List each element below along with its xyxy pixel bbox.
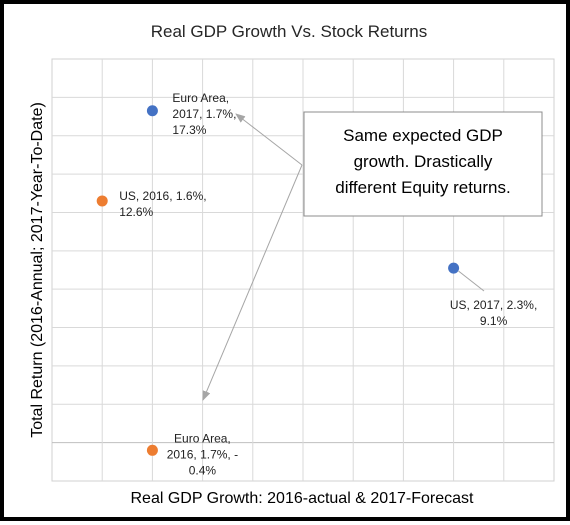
chart-title: Real GDP Growth Vs. Stock Returns <box>151 22 428 41</box>
callout-text: Same expected GDP growth. Drastically diff… <box>335 126 510 197</box>
data-label: Euro Area, 2016, 1.7%, -0.4% <box>167 431 238 477</box>
data-label: US, 2016, 1.6%, 12.6% <box>119 189 206 219</box>
plot-area: Euro Area, 2017, 1.7%, 17.3% US, 2017, 2.3%… <box>51 58 555 482</box>
data-label: Euro Area, 2017, 1.7%, 17.3% <box>172 91 236 137</box>
data-point <box>146 444 158 456</box>
x-axis-label: Real GDP Growth: 2016-actual & 2017-Fore… <box>131 490 475 507</box>
scatter-chart: Real GDP Growth Vs. Stock Returns Euro A… <box>29 22 555 507</box>
data-label: US, 2017, 2.3%, 9.1% <box>450 298 537 328</box>
data-point <box>146 105 158 117</box>
callout-arrow <box>235 113 303 166</box>
y-axis-label: Total Return (2016-Annual; 2017-Year-To-… <box>29 102 46 438</box>
data-point <box>448 262 460 274</box>
data-label-leader <box>458 270 485 292</box>
callout-box <box>303 111 543 217</box>
callout-arrow <box>202 164 303 401</box>
data-point <box>96 195 108 207</box>
